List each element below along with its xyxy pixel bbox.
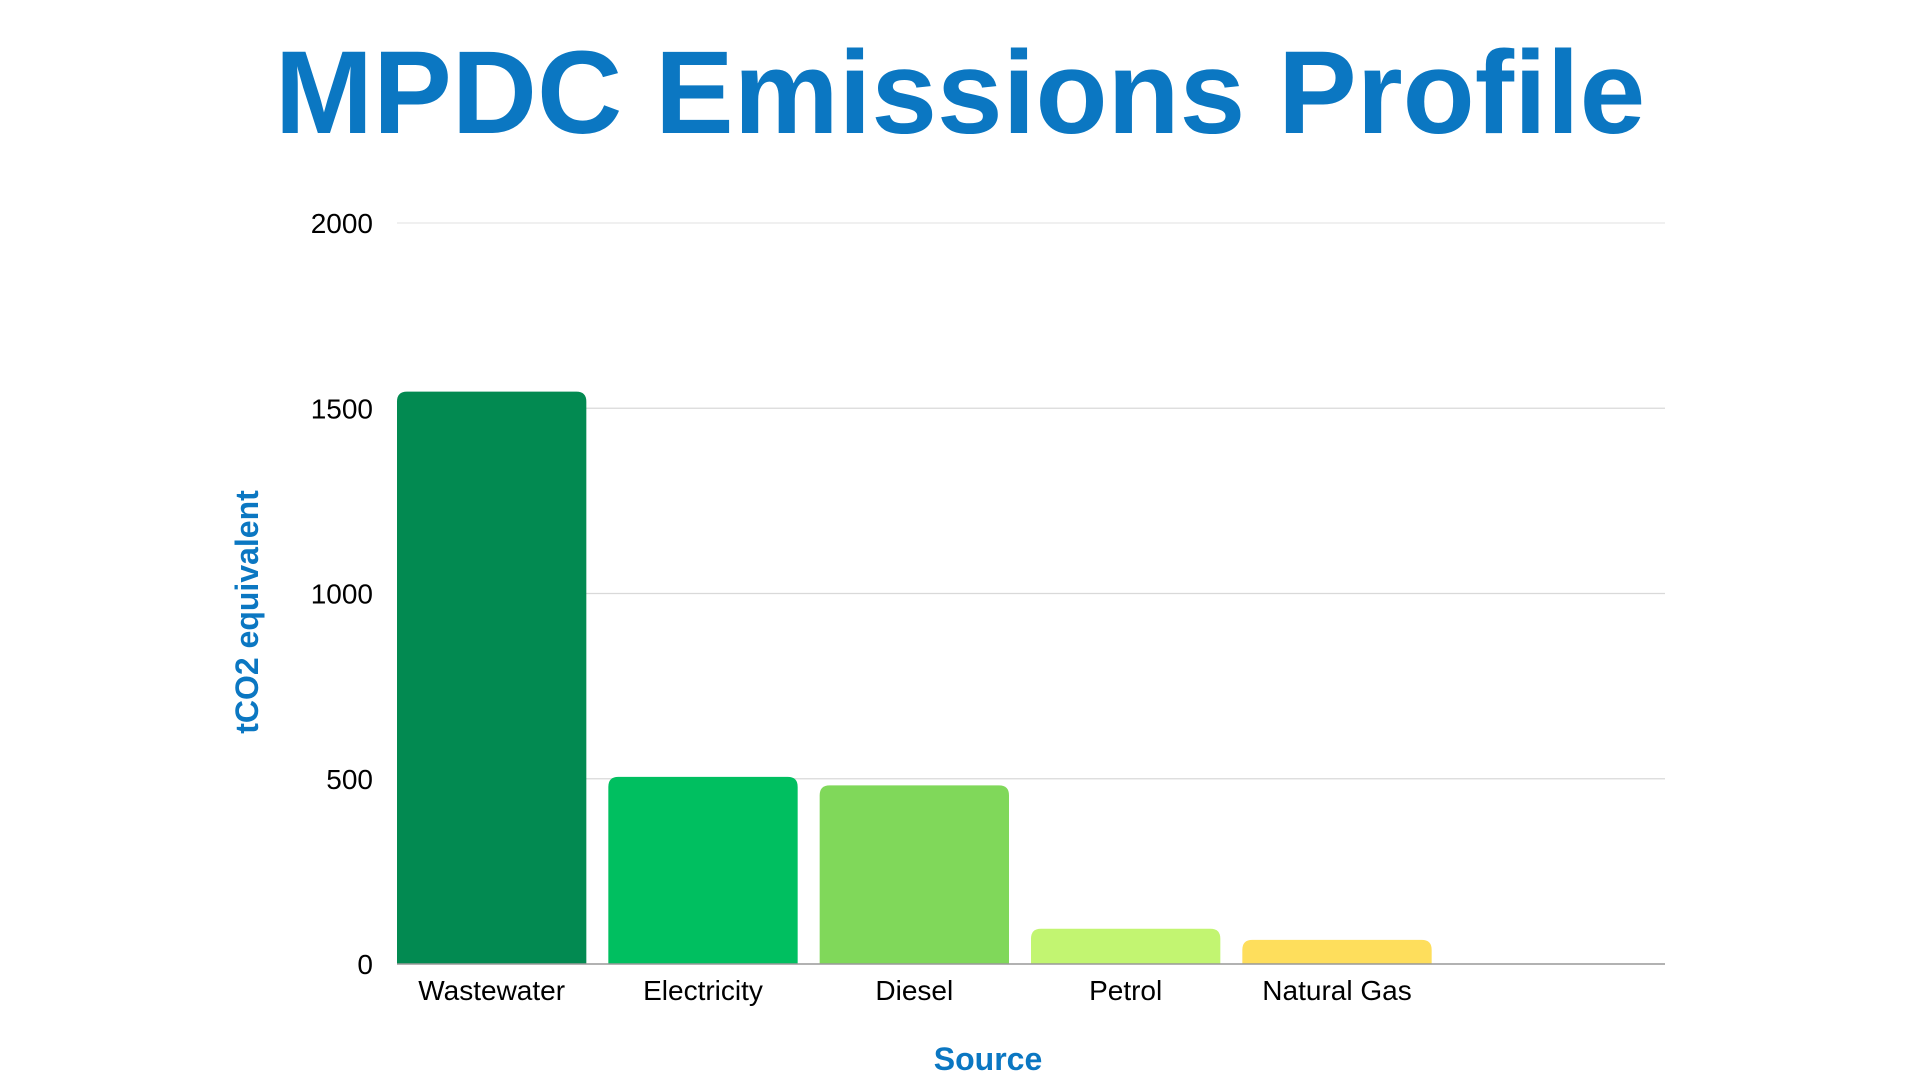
y-axis-ticks: 0 500 1000 1500 2000 — [311, 208, 373, 980]
y-tick-label: 1500 — [311, 393, 373, 424]
y-tick-label: 500 — [326, 764, 373, 795]
bar-natural-gas — [1242, 939, 1432, 964]
y-tick-label: 1000 — [311, 579, 373, 610]
x-tick-label: Petrol — [1089, 975, 1162, 1006]
bar-petrol — [1031, 928, 1221, 964]
x-tick-label: Wastewater — [418, 975, 565, 1006]
bar-diesel — [819, 785, 1009, 964]
x-axis-ticks: Wastewater Electricity Diesel Petrol Natural… — [418, 975, 1411, 1006]
x-tick-label: Electricity — [643, 975, 763, 1006]
x-tick-label: Diesel — [875, 975, 953, 1006]
bar-electricity — [608, 776, 798, 964]
gridlines — [397, 222, 1665, 780]
bars — [397, 391, 1432, 964]
y-tick-label: 2000 — [311, 208, 373, 239]
chart-title: MPDC Emissions Profile — [274, 27, 1646, 159]
y-axis-title: tCO2 equivalent — [229, 490, 265, 734]
x-axis-title: Source — [934, 1041, 1042, 1077]
y-tick-label: 0 — [357, 949, 373, 980]
bar-wastewater — [397, 391, 587, 964]
x-tick-label: Natural Gas — [1262, 975, 1411, 1006]
